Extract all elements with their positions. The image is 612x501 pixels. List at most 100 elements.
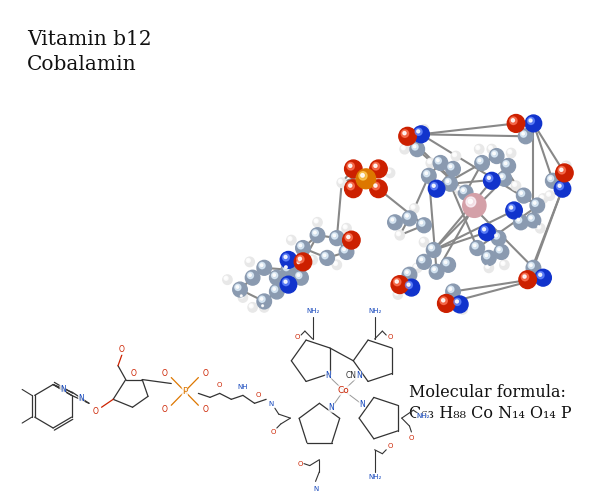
Text: Vitamin b12
Cobalamin: Vitamin b12 Cobalamin — [27, 31, 152, 74]
Circle shape — [296, 273, 302, 279]
Text: N: N — [359, 400, 365, 409]
Circle shape — [433, 156, 448, 170]
Circle shape — [372, 162, 379, 170]
Circle shape — [347, 235, 350, 238]
Circle shape — [507, 148, 516, 158]
Circle shape — [528, 263, 534, 269]
Circle shape — [343, 231, 360, 249]
Circle shape — [474, 244, 476, 247]
Circle shape — [419, 257, 425, 263]
Circle shape — [549, 177, 551, 179]
Circle shape — [248, 274, 252, 277]
Circle shape — [460, 307, 462, 309]
Circle shape — [424, 170, 430, 177]
Circle shape — [284, 256, 287, 259]
Circle shape — [475, 156, 490, 170]
Circle shape — [260, 264, 263, 267]
Text: C₆₃ H₈₈ Co N₁₄ O₁₄ P: C₆₃ H₈₈ Co N₁₄ O₁₄ P — [409, 405, 572, 422]
Circle shape — [430, 246, 433, 248]
Circle shape — [401, 130, 409, 137]
Circle shape — [257, 294, 272, 309]
Text: NH₂: NH₂ — [416, 413, 430, 419]
Circle shape — [500, 260, 509, 270]
Circle shape — [238, 293, 248, 302]
Circle shape — [558, 184, 561, 187]
Circle shape — [360, 173, 364, 177]
Circle shape — [435, 158, 439, 162]
Circle shape — [235, 284, 241, 291]
Circle shape — [286, 235, 296, 245]
Circle shape — [405, 270, 411, 276]
Circle shape — [521, 273, 529, 281]
Text: NH₂: NH₂ — [306, 308, 319, 314]
Circle shape — [332, 260, 341, 270]
Circle shape — [269, 284, 284, 299]
Circle shape — [453, 153, 455, 155]
Circle shape — [296, 240, 310, 256]
Circle shape — [485, 265, 490, 269]
Circle shape — [410, 142, 425, 156]
Circle shape — [415, 128, 422, 135]
Circle shape — [395, 291, 398, 295]
Circle shape — [453, 153, 457, 157]
Circle shape — [320, 250, 334, 266]
Text: O: O — [387, 443, 393, 449]
Circle shape — [419, 237, 428, 247]
Circle shape — [503, 161, 509, 167]
Circle shape — [485, 254, 488, 257]
Circle shape — [563, 162, 567, 166]
Circle shape — [556, 183, 564, 190]
Circle shape — [442, 299, 445, 302]
Circle shape — [445, 298, 449, 302]
Circle shape — [294, 270, 308, 285]
Circle shape — [528, 215, 534, 221]
Circle shape — [501, 158, 515, 173]
Circle shape — [402, 268, 417, 282]
Circle shape — [425, 172, 428, 174]
Circle shape — [498, 248, 500, 250]
Circle shape — [428, 160, 430, 162]
Circle shape — [223, 275, 232, 285]
Circle shape — [322, 253, 328, 259]
Circle shape — [412, 206, 414, 207]
Circle shape — [347, 162, 354, 170]
Circle shape — [443, 176, 457, 191]
Circle shape — [422, 239, 424, 241]
Circle shape — [415, 266, 416, 267]
Circle shape — [430, 265, 444, 279]
Text: N: N — [60, 385, 65, 394]
Circle shape — [374, 164, 377, 167]
Circle shape — [438, 295, 455, 312]
Text: N: N — [78, 394, 84, 403]
Circle shape — [280, 252, 297, 269]
Circle shape — [262, 305, 263, 307]
Circle shape — [245, 270, 260, 285]
Circle shape — [452, 296, 468, 313]
Circle shape — [539, 273, 542, 276]
Circle shape — [427, 159, 431, 163]
Circle shape — [432, 184, 435, 187]
Circle shape — [417, 218, 431, 232]
Text: O: O — [162, 405, 168, 414]
Circle shape — [280, 276, 297, 293]
Circle shape — [337, 178, 346, 187]
Circle shape — [342, 223, 351, 233]
Circle shape — [400, 144, 409, 154]
Circle shape — [487, 144, 496, 154]
Circle shape — [519, 271, 536, 289]
Circle shape — [345, 160, 362, 178]
Circle shape — [420, 126, 425, 130]
Circle shape — [457, 188, 459, 190]
Circle shape — [422, 168, 436, 183]
Circle shape — [491, 231, 506, 245]
Circle shape — [224, 276, 228, 280]
Circle shape — [349, 184, 352, 187]
Circle shape — [537, 225, 541, 229]
Text: N: N — [356, 371, 362, 380]
Circle shape — [419, 125, 428, 134]
Circle shape — [299, 244, 302, 247]
Circle shape — [457, 187, 460, 191]
Circle shape — [372, 182, 379, 190]
Circle shape — [431, 183, 438, 190]
Text: O: O — [297, 460, 303, 466]
